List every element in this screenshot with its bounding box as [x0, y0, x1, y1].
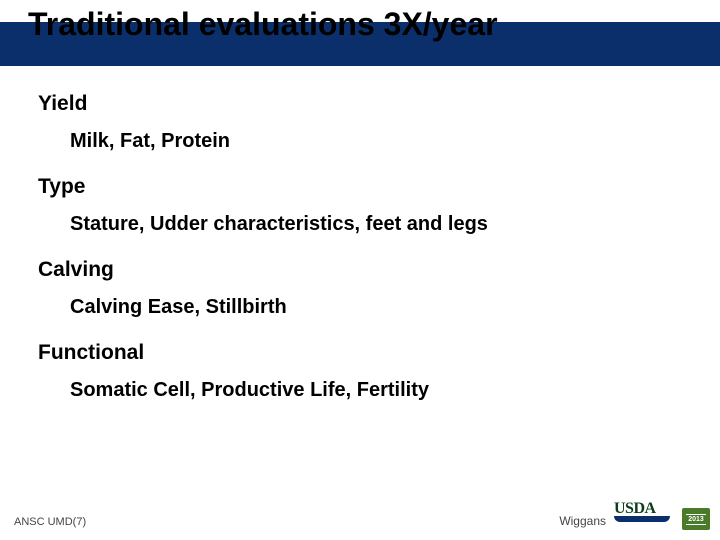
bullet-heading: Calving — [38, 258, 678, 282]
bullet-sub: Calving Ease, Stillbirth — [70, 296, 678, 319]
slide: Traditional evaluations 3X/year Yield Mi… — [0, 0, 720, 540]
slide-title: Traditional evaluations 3X/year — [28, 6, 498, 43]
bullet-heading: Yield — [38, 92, 678, 116]
bullet-heading: Functional — [38, 341, 678, 365]
usda-logo: USDA — [614, 500, 674, 530]
year-badge: 2013 — [682, 508, 710, 530]
badge-line — [686, 514, 706, 515]
content-area: Yield Milk, Fat, Protein Type Stature, U… — [38, 92, 678, 424]
bullet-sub: Milk, Fat, Protein — [70, 130, 678, 153]
bullet-sub: Somatic Cell, Productive Life, Fertility — [70, 379, 678, 402]
footer-author: Wiggans — [559, 514, 606, 528]
badge-line — [686, 524, 706, 525]
footer-left: ANSC UMD(7) — [14, 516, 86, 528]
bullet-sub: Stature, Udder characteristics, feet and… — [70, 213, 678, 236]
year-text: 2013 — [688, 516, 704, 523]
bullet-heading: Type — [38, 175, 678, 199]
footer: ANSC UMD(7) Wiggans USDA 2013 — [0, 504, 720, 534]
